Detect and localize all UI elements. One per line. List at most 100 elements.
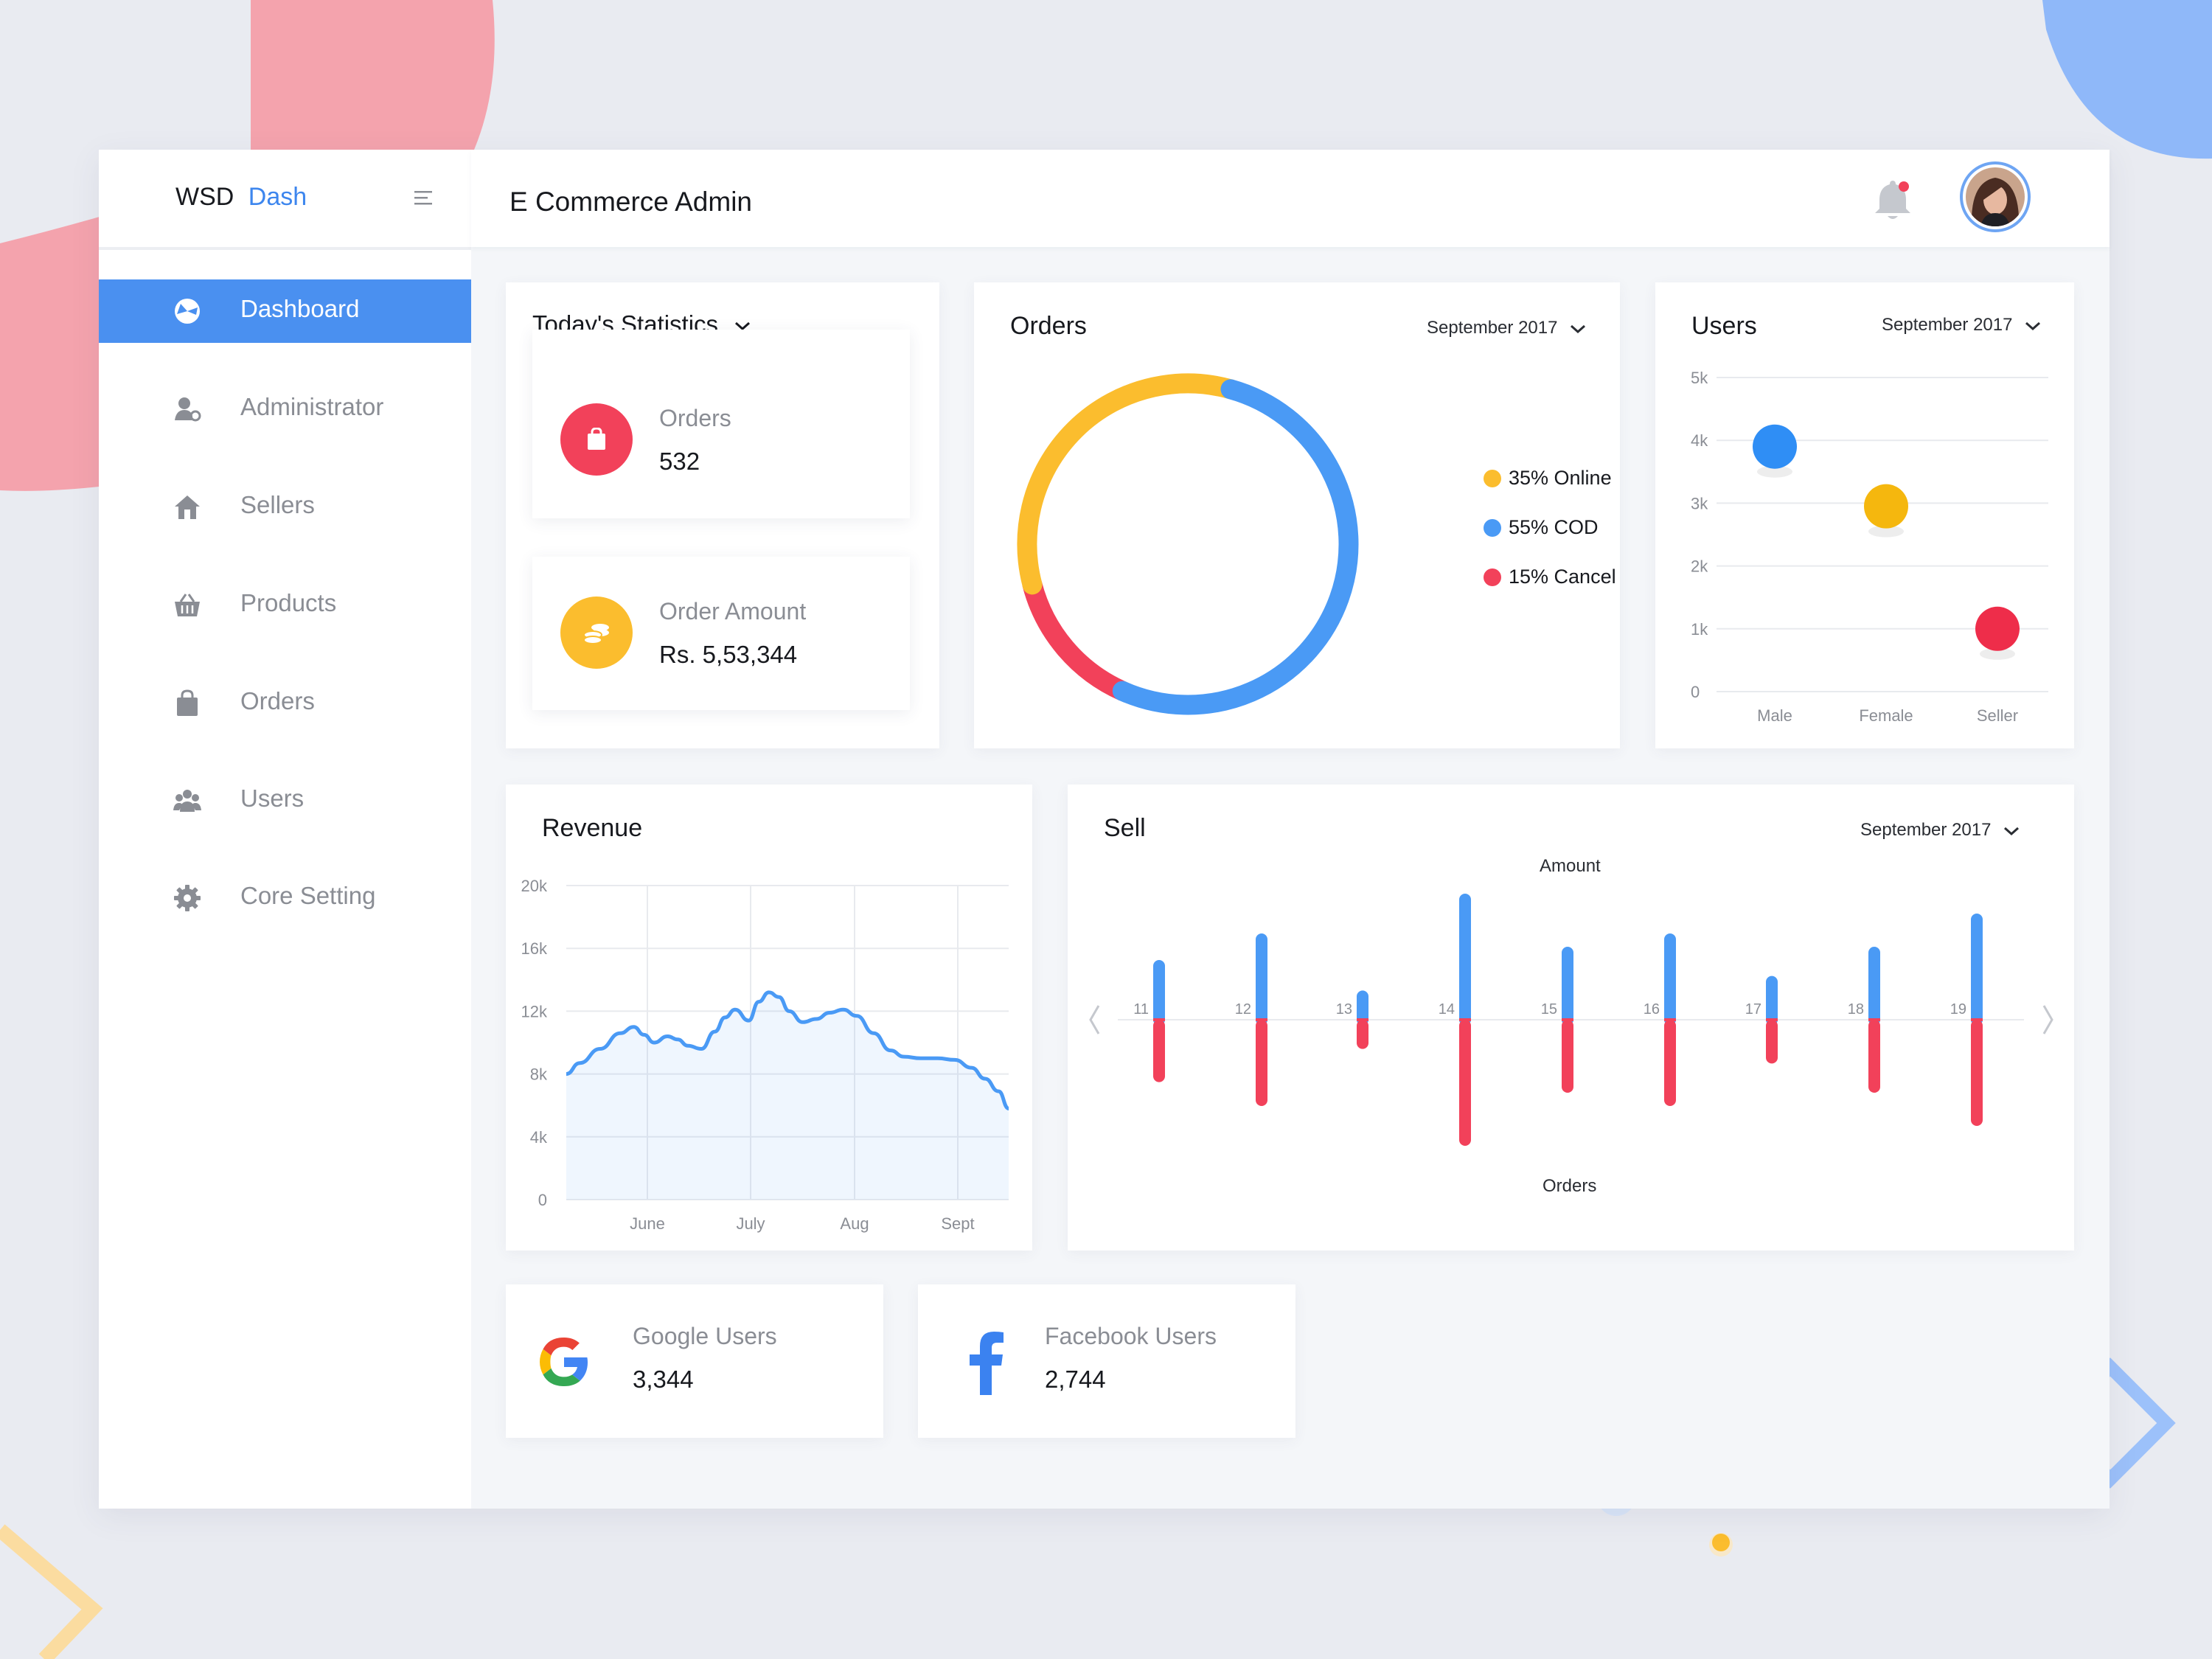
basket-icon [175, 594, 200, 616]
x-tick-label: July [736, 1214, 765, 1233]
x-tick-label: 17 [1745, 1001, 1761, 1018]
sidebar-item-label: Dashboard [240, 295, 360, 322]
brand-logo: WSD Dash [175, 183, 307, 212]
sidebar-item-administrator[interactable]: Administrator [99, 378, 471, 441]
x-tick-label: 12 [1235, 1001, 1251, 1018]
notification-bell-icon[interactable] [1872, 178, 1913, 223]
legend-dot [1484, 469, 1501, 487]
users-period-dropdown[interactable]: September 2017 [1882, 315, 2041, 335]
order-amount-label: Order Amount [659, 598, 807, 625]
chevron-right-icon[interactable] [2041, 1004, 2056, 1036]
orders-donut-chart [1017, 373, 1359, 715]
sidebar-item-users[interactable]: Users [99, 769, 471, 832]
bar-join [1868, 1018, 1880, 1021]
bar-join [1357, 1018, 1368, 1021]
bar-amount-14 [1459, 894, 1471, 1026]
data-point-female [1864, 484, 1908, 529]
bar-orders-19 [1971, 1020, 1983, 1126]
coins-icon-circle [560, 597, 633, 669]
sidebar-item-label: Administrator [240, 393, 384, 420]
administrator-icon [175, 397, 201, 422]
order-amount-stat-card[interactable]: Order Amount Rs. 5,53,344 [532, 557, 910, 710]
panel-title: Orders [1010, 312, 1087, 340]
y-tick-label: 1k [1691, 620, 1708, 639]
sell-amount-axis-label: Amount [1540, 856, 1601, 876]
legend-label: 35% Online [1509, 467, 1612, 489]
sidebar-item-label: Products [240, 589, 337, 616]
shopping-bag-icon [588, 428, 605, 450]
x-tick-label: 14 [1439, 1001, 1455, 1018]
bar-join [1153, 1018, 1165, 1021]
orders-panel: Orders September 2017 35% Online 55% COD… [974, 282, 1620, 748]
y-tick-label: 16k [521, 939, 548, 958]
bar-amount-13 [1357, 990, 1368, 1026]
sidebar: WSD Dash [99, 150, 471, 1509]
sidebar-item-orders[interactable]: Orders [99, 672, 471, 735]
sell-period-dropdown[interactable]: September 2017 [1860, 820, 2020, 841]
bar-orders-17 [1766, 1020, 1778, 1064]
x-tick-label: 19 [1950, 1001, 1966, 1018]
x-tick-label: Aug [840, 1214, 869, 1233]
legend-label: 15% Cancel [1509, 566, 1616, 588]
sellers-icon [175, 495, 200, 519]
sidebar-item-label: Sellers [240, 491, 315, 518]
donut-slice-online [1017, 373, 1241, 595]
legend-dot [1484, 518, 1501, 537]
revenue-line [566, 990, 1009, 1110]
coins-icon [583, 624, 609, 644]
legend-dot [1484, 568, 1501, 586]
y-tick-label: 5k [1691, 369, 1708, 387]
chevron-down-icon [1571, 324, 1586, 333]
user-portrait [1966, 167, 2025, 226]
orders-stat-card[interactable]: Orders 532 [532, 330, 910, 518]
bar-amount-17 [1766, 975, 1778, 1026]
y-tick-label: 2k [1691, 557, 1708, 576]
facebook-users-card[interactable]: Facebook Users 2,744 [918, 1284, 1295, 1438]
point-shadow [1868, 525, 1904, 538]
revenue-area-chart: 0 4k 8k 12k 16k 20k June July Aug Sept [521, 877, 1009, 1233]
x-tick-label: 11 [1133, 1001, 1149, 1018]
revenue-panel: Revenue 0 4k 8k 12k 16k 20k June July Aug Sept [506, 785, 1032, 1251]
users-scatter-chart: 0 1k 2k 3k 4k 5k Male Female Seller [1691, 369, 2048, 725]
y-tick-label: 12k [521, 1002, 548, 1020]
google-users-card[interactable]: Google Users 3,344 [506, 1284, 883, 1438]
bar-join [1256, 1018, 1267, 1021]
bar-amount-12 [1256, 933, 1267, 1026]
data-point-seller [1975, 606, 2020, 651]
orders-icon-circle [560, 403, 633, 476]
sidebar-item-dashboard[interactable]: Dashboard [99, 279, 471, 343]
bar-amount-16 [1664, 933, 1676, 1026]
x-tick-label: 16 [1644, 1001, 1660, 1018]
google-users-value: 3,344 [633, 1366, 694, 1393]
legend-item-cancel: 15% Cancel [1484, 566, 1616, 588]
sidebar-item-products[interactable]: Products [99, 574, 471, 637]
orders-stat-label: Orders [659, 405, 731, 431]
sidebar-item-label: Orders [240, 687, 315, 714]
orders-period-dropdown[interactable]: September 2017 [1427, 318, 1586, 338]
y-tick-label: 20k [521, 877, 548, 895]
sidebar-item-core-setting[interactable]: Core Setting [99, 866, 471, 930]
avatar[interactable] [1960, 161, 2031, 232]
sell-orders-axis-label: Orders [1543, 1176, 1597, 1196]
legend-label: 55% COD [1509, 516, 1599, 538]
sell-bar-chart: 11 12 13 14 15 16 17 18 19 [1118, 894, 2024, 1146]
bar-orders-14 [1459, 1020, 1471, 1146]
facebook-icon [970, 1332, 1004, 1395]
sidebar-item-sellers[interactable]: Sellers [99, 476, 471, 539]
hamburger-menu-icon[interactable] [414, 190, 434, 206]
google-users-label: Google Users [633, 1323, 777, 1349]
chevron-down-icon [2004, 827, 2020, 835]
y-tick-label: 4k [530, 1128, 548, 1147]
brand-accent-text: Dash [248, 183, 307, 211]
y-tick-label: 4k [1691, 431, 1708, 450]
bar-join [1971, 1018, 1983, 1021]
chevron-down-icon [2025, 321, 2041, 330]
x-tick-label: Sept [941, 1214, 974, 1233]
point-shadow [1980, 647, 2015, 660]
x-tick-label: June [630, 1214, 665, 1233]
users-icon [173, 790, 201, 812]
sidebar-divider [99, 247, 471, 250]
bar-join [1459, 1018, 1471, 1021]
chevron-down-icon [735, 322, 751, 331]
chevron-left-icon[interactable] [1087, 1004, 1102, 1036]
